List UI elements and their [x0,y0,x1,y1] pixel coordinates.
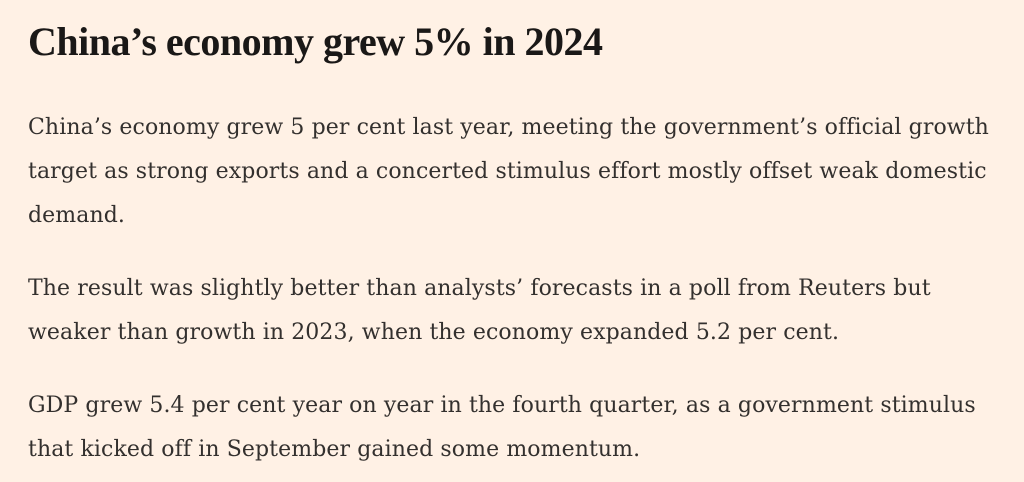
article-paragraph-1: China’s economy grew 5 per cent last yea… [28,115,989,228]
article-headline: China’s economy grew 5% in 2024 [28,19,603,64]
article-paragraph-2: The result was slightly better than anal… [28,276,931,345]
article-body: China’s economy grew 5 per cent last yea… [28,106,996,472]
article-paragraph-3: GDP grew 5.4 per cent year on year in th… [28,393,976,462]
